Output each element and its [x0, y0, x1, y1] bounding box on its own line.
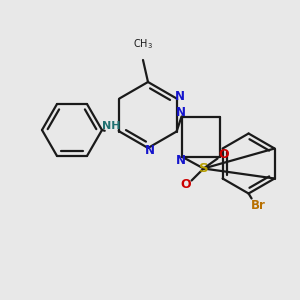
Text: N: N	[176, 106, 186, 119]
Text: O: O	[218, 148, 229, 161]
Text: NH: NH	[103, 121, 121, 131]
Text: N: N	[176, 154, 186, 167]
Text: N: N	[145, 143, 155, 157]
Text: Br: Br	[251, 199, 266, 212]
Text: O: O	[180, 178, 191, 191]
Text: S: S	[199, 162, 208, 175]
Text: CH$_3$: CH$_3$	[133, 37, 153, 51]
Text: N: N	[175, 90, 184, 103]
